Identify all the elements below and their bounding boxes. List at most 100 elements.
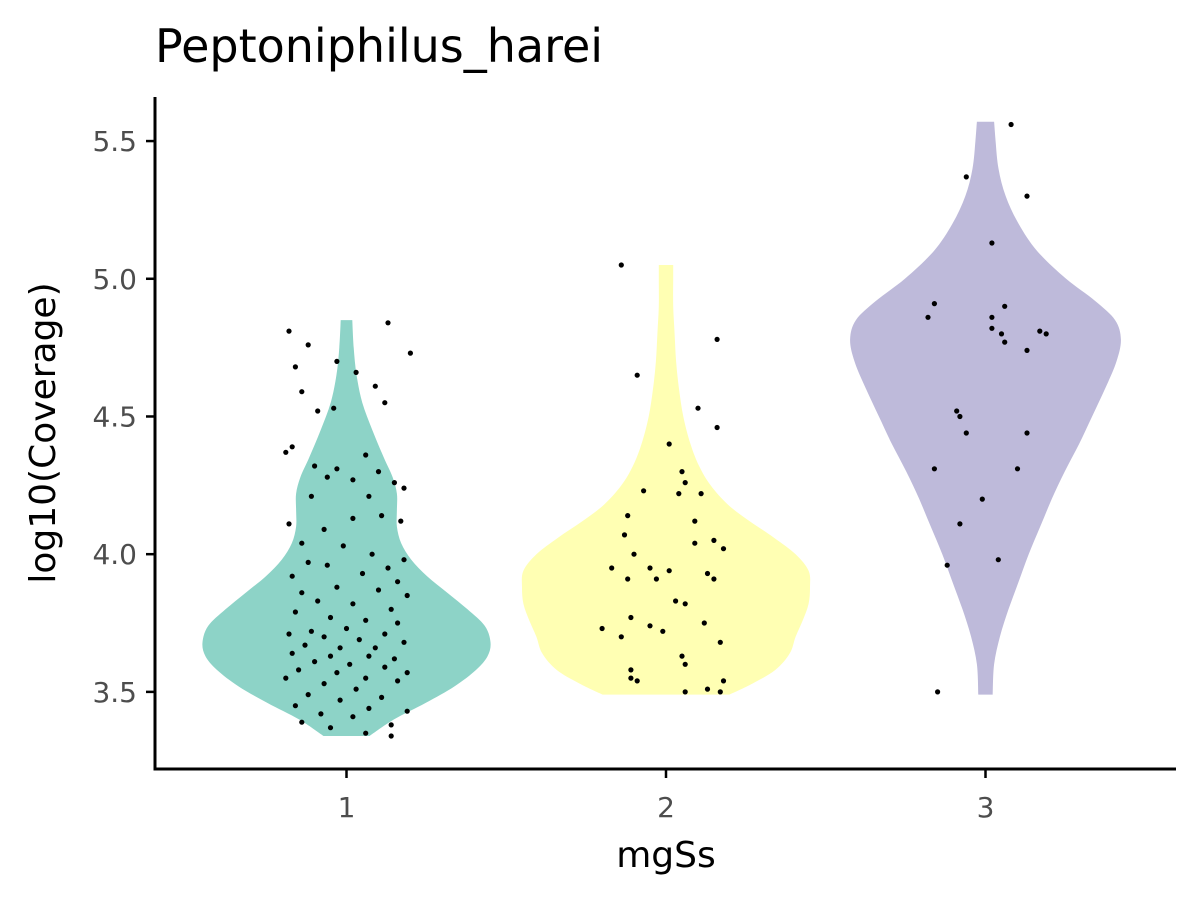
data-point	[401, 485, 407, 491]
data-point	[318, 711, 324, 717]
y-tick-label: 3.5	[92, 676, 137, 709]
data-point	[363, 730, 369, 736]
data-point	[1043, 331, 1049, 337]
data-point	[350, 714, 356, 720]
data-point	[308, 628, 314, 634]
data-point	[289, 650, 295, 656]
data-point	[385, 320, 391, 326]
data-point	[660, 628, 666, 634]
y-tick-label: 5.5	[92, 125, 137, 158]
data-point	[720, 546, 727, 552]
data-point	[931, 466, 938, 472]
data-point	[353, 369, 359, 375]
data-point	[1024, 347, 1030, 353]
data-point	[331, 405, 337, 411]
data-point	[292, 703, 298, 709]
data-point	[382, 664, 388, 670]
data-point	[363, 617, 369, 623]
data-point	[989, 240, 995, 246]
data-point	[701, 620, 707, 626]
data-point	[286, 521, 292, 527]
data-point	[372, 383, 378, 389]
data-point	[337, 645, 343, 651]
data-point	[989, 314, 995, 320]
data-point	[388, 722, 394, 728]
data-point	[628, 614, 634, 621]
data-point	[375, 587, 382, 593]
data-point	[382, 631, 388, 637]
data-point	[363, 675, 369, 681]
data-point	[321, 526, 327, 533]
data-point	[398, 518, 404, 524]
data-point	[944, 562, 950, 568]
data-point	[618, 262, 624, 268]
data-point	[625, 576, 631, 582]
data-point	[296, 667, 302, 673]
data-point	[401, 639, 407, 645]
data-point	[334, 466, 340, 472]
y-tick-label: 4.5	[92, 400, 137, 433]
data-point	[366, 705, 372, 712]
data-point	[299, 719, 305, 725]
data-point	[283, 449, 289, 455]
data-point	[1002, 303, 1008, 309]
data-point	[391, 656, 397, 662]
data-point	[327, 614, 334, 621]
data-point	[931, 301, 938, 307]
data-point	[283, 675, 289, 681]
data-point	[682, 689, 688, 695]
x-tick-label: 2	[657, 791, 675, 824]
data-point	[407, 350, 413, 356]
data-point	[641, 488, 647, 494]
data-point	[379, 694, 385, 701]
data-point	[963, 430, 969, 436]
data-point	[388, 733, 394, 739]
data-point	[327, 653, 334, 659]
data-point	[695, 405, 701, 411]
data-point	[308, 493, 314, 499]
data-point	[653, 576, 660, 582]
data-point	[666, 441, 672, 447]
data-point	[631, 551, 637, 557]
data-point	[682, 480, 688, 486]
data-point	[369, 551, 375, 557]
data-point	[388, 606, 394, 612]
data-point	[1024, 430, 1030, 436]
violin-2	[521, 265, 811, 695]
data-point	[312, 659, 318, 665]
data-point	[995, 557, 1001, 563]
data-point	[315, 598, 321, 604]
data-point	[925, 314, 931, 320]
x-tick-label: 1	[338, 791, 356, 824]
data-point	[634, 372, 640, 378]
data-point	[359, 570, 366, 577]
data-point	[375, 469, 382, 475]
data-point	[621, 532, 628, 538]
data-point	[324, 474, 330, 480]
data-point	[989, 325, 995, 331]
data-point	[998, 331, 1005, 337]
data-point	[954, 408, 960, 414]
data-point	[395, 678, 401, 684]
data-point	[704, 686, 711, 692]
data-point	[957, 521, 963, 527]
data-point	[979, 496, 985, 502]
data-point	[698, 491, 704, 497]
data-point	[350, 515, 356, 522]
data-point	[618, 634, 624, 640]
data-point	[628, 675, 634, 681]
data-point	[1024, 193, 1030, 199]
data-point	[334, 670, 340, 676]
data-point	[292, 364, 298, 370]
data-point	[356, 637, 362, 643]
data-point	[334, 584, 340, 590]
data-point	[305, 692, 311, 698]
data-point	[366, 653, 372, 659]
data-point	[347, 661, 353, 667]
data-point	[372, 645, 378, 651]
data-point	[1008, 121, 1014, 128]
data-point	[711, 576, 717, 582]
data-point	[289, 573, 295, 579]
data-point	[647, 623, 653, 629]
